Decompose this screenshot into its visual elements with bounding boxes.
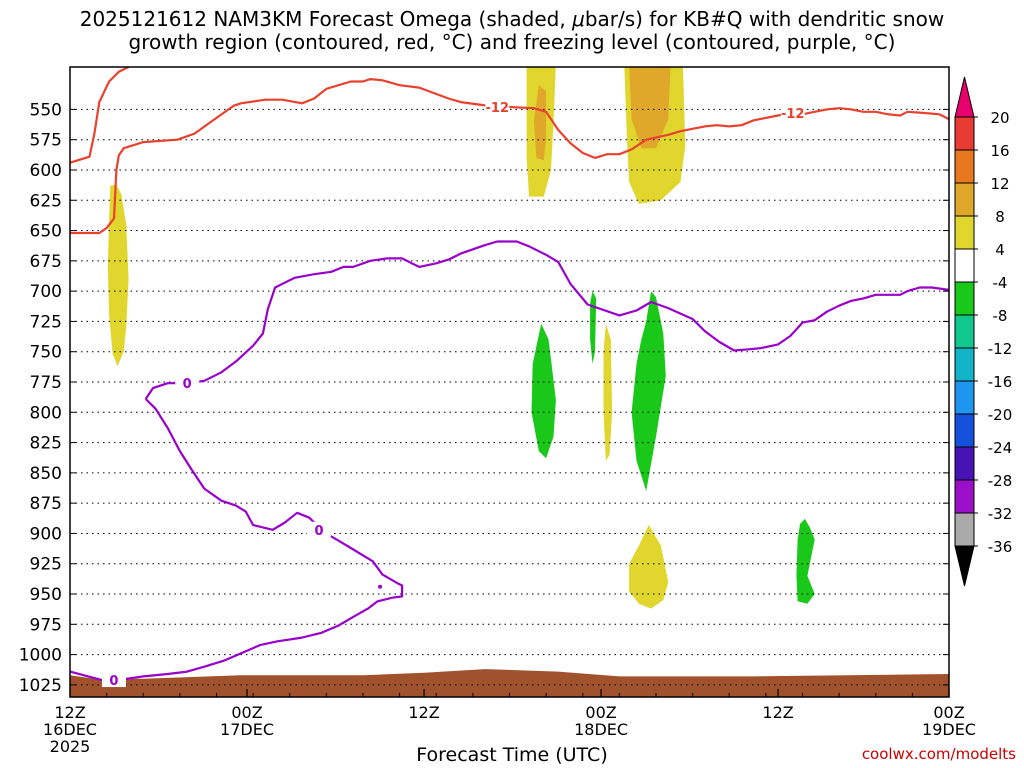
- xtick-label-2-0: 12Z: [408, 703, 439, 722]
- colorbar-label-11: -28: [988, 472, 1013, 490]
- xtick-label-5-1: 19DEC: [922, 720, 976, 739]
- freezing-level-dot: [378, 584, 383, 589]
- colorbar-box-12: [954, 479, 975, 514]
- ytick-label-900: 900: [30, 524, 62, 544]
- freezing-label-1: 0: [183, 377, 192, 392]
- omega-shade-9: [629, 525, 669, 609]
- ytick-label-625: 625: [30, 191, 62, 211]
- omega-shade-5: [531, 323, 556, 459]
- colorbar-label-3: 8: [995, 208, 1005, 226]
- colorbar-box-7: [954, 314, 975, 349]
- colorbar-box-11: [954, 446, 975, 481]
- dendritic-label-2: -12: [781, 107, 805, 122]
- ytick-label-650: 650: [30, 222, 62, 242]
- colorbar-label-8: -16: [988, 373, 1013, 391]
- ytick-label-550: 550: [30, 100, 62, 120]
- terrain-fill: [70, 669, 949, 697]
- colorbar-box-9: [954, 380, 975, 415]
- ytick-label-750: 750: [30, 343, 62, 363]
- xtick-label-1-0: 00Z: [231, 703, 262, 722]
- colorbar-label-13: -36: [988, 538, 1013, 556]
- colorbar-label-5: -4: [993, 274, 1008, 292]
- chart-title-line2: growth region (contoured, red, °C) and f…: [128, 30, 896, 54]
- ytick-label-725: 725: [30, 312, 62, 332]
- xtick-label-3-0: 00Z: [585, 703, 616, 722]
- dendritic-label-1-bg: [485, 98, 510, 114]
- ytick-label-975: 975: [30, 615, 62, 635]
- ytick-label-700: 700: [30, 282, 62, 302]
- omega-shade-6: [590, 291, 597, 364]
- xtick-label-0-2: 2025: [50, 737, 91, 756]
- ytick-label-575: 575: [30, 131, 62, 151]
- chart-title-line1: 2025121612 NAM3KM Forecast Omega (shaded…: [79, 7, 945, 31]
- ytick-label-800: 800: [30, 403, 62, 423]
- colorbar-label-10: -24: [988, 439, 1013, 457]
- colorbar-box-5: [954, 248, 975, 283]
- ytick-label-925: 925: [30, 555, 62, 575]
- colorbar-box-6: [954, 281, 975, 316]
- colorbar-label-7: -12: [988, 340, 1013, 358]
- xtick-label-4-0: 12Z: [762, 703, 793, 722]
- colorbar-box-10: [954, 413, 975, 448]
- freezing-label-3-bg: [101, 672, 126, 688]
- contour-line-1: [70, 77, 949, 235]
- colorbar-bottom-arrow: [954, 545, 975, 587]
- ytick-label-850: 850: [30, 464, 62, 484]
- colorbar-box-4: [954, 215, 975, 250]
- omega-shade-2: [533, 85, 547, 161]
- colorbar-label-0: 20: [990, 109, 1009, 127]
- xtick-label-1-1: 17DEC: [220, 720, 274, 739]
- colorbar-box-2: [954, 149, 975, 184]
- ytick-label-1025: 1025: [19, 676, 62, 696]
- freezing-label-2-bg: [307, 521, 332, 537]
- ytick-label-825: 825: [30, 434, 62, 454]
- ytick-label-600: 600: [30, 161, 62, 181]
- omega-shade-7: [603, 323, 613, 461]
- xtick-label-5-0: 00Z: [933, 703, 964, 722]
- ytick-label-675: 675: [30, 252, 62, 272]
- ytick-label-875: 875: [30, 494, 62, 514]
- colorbar-label-4: 4: [995, 241, 1005, 259]
- ytick-label-950: 950: [30, 585, 62, 605]
- omega-shade-10: [796, 518, 815, 604]
- freezing-label-3: 0: [109, 674, 118, 689]
- colorbar-label-6: -8: [993, 307, 1008, 325]
- omega-shade-8: [631, 291, 666, 491]
- x-axis-label: Forecast Time (UTC): [416, 744, 608, 766]
- colorbar-top-arrow: [954, 76, 975, 118]
- colorbar-box-8: [954, 347, 975, 382]
- xtick-label-0-0: 12Z: [54, 703, 85, 722]
- freezing-label-2: 0: [315, 524, 324, 539]
- xtick-label-3-1: 18DEC: [574, 720, 628, 739]
- colorbar-box-3: [954, 182, 975, 217]
- colorbar-box-13: [954, 512, 975, 547]
- colorbar-label-12: -32: [988, 505, 1013, 523]
- colorbar-label-2: 12: [990, 175, 1009, 193]
- contour-line-2: [144, 240, 949, 400]
- site-credit: coolwx.com/modelts: [861, 745, 1016, 763]
- dendritic-label-1: -12: [486, 101, 510, 116]
- ytick-label-775: 775: [30, 373, 62, 393]
- colorbar-box-1: [954, 116, 975, 151]
- contour-line-0: [70, 67, 130, 164]
- freezing-label-1-bg: [175, 375, 200, 391]
- colorbar-label-9: -20: [988, 406, 1013, 424]
- omega-shade-0: [107, 184, 129, 367]
- ytick-label-1000: 1000: [19, 646, 62, 666]
- colorbar-label-1: 16: [990, 142, 1009, 160]
- contour-line-3: [70, 398, 404, 683]
- xtick-label-0-1: 16DEC: [43, 720, 97, 739]
- omega-shade-4: [629, 67, 671, 149]
- dendritic-label-2-bg: [780, 105, 805, 121]
